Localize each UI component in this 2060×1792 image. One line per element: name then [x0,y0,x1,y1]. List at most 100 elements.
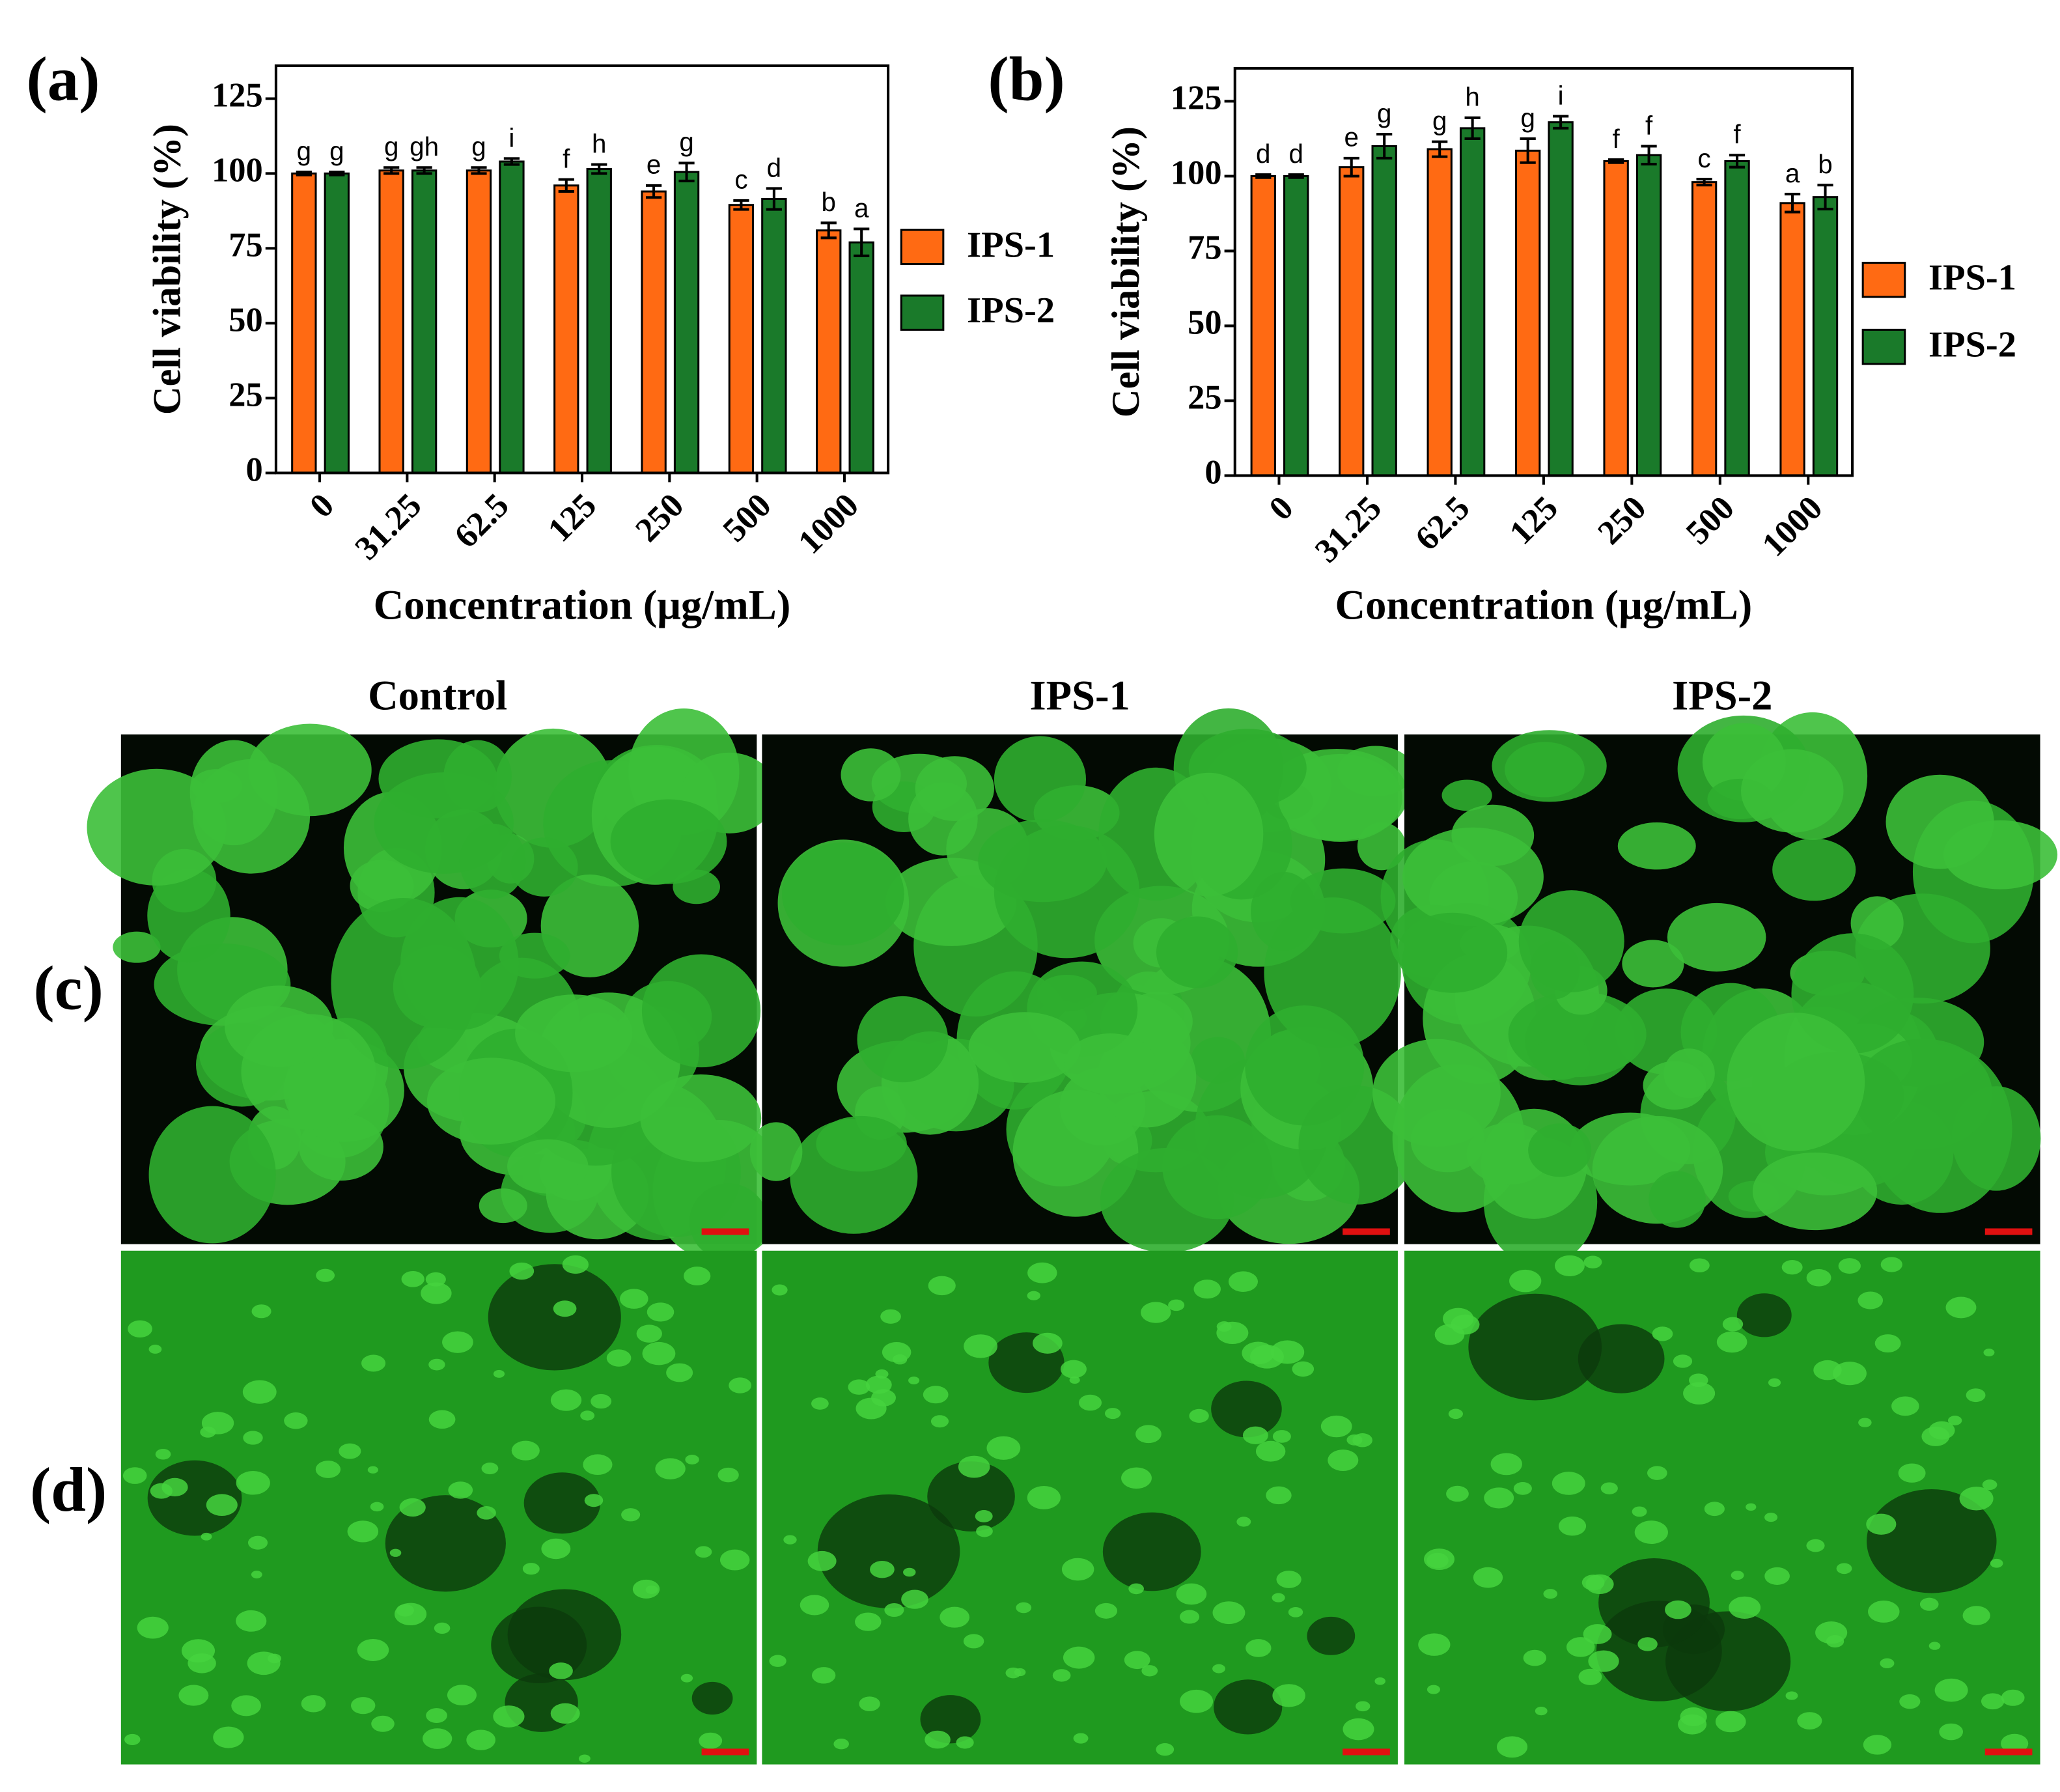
cell [357,1638,389,1661]
y-tick-label: 25 [229,376,262,413]
x-tick-label: 62.5 [447,486,516,555]
cell-cluster [1100,1147,1234,1253]
significance-letter: b [1818,149,1832,179]
cell-cluster [1663,1048,1715,1099]
cell [1141,1665,1158,1677]
cell [1731,1571,1744,1580]
cell [583,1454,613,1476]
bar [673,171,700,474]
error-bar [383,166,400,175]
cell [493,1705,525,1728]
cell [1880,1257,1902,1272]
cell-cluster [908,782,978,856]
cell [1990,1558,2003,1568]
cell [923,1386,949,1404]
cell [719,1549,750,1571]
y-tick-label: 100 [212,151,263,189]
cell [930,1415,949,1428]
cell [150,1483,173,1499]
cell-cluster [1533,1035,1590,1080]
significance-letter: g [1377,98,1391,128]
cell [1868,1601,1900,1623]
cell [477,1506,496,1520]
cell [1033,1332,1063,1354]
cell-cluster [1154,772,1264,897]
cell [1356,1701,1371,1712]
cell [772,1284,788,1296]
cell [1236,1517,1251,1527]
bar [586,168,612,474]
significance-letter: g [329,136,344,166]
error-bar [1520,137,1536,164]
cell [371,1715,395,1732]
cell [1513,1482,1532,1495]
cell [855,1612,882,1631]
significance-letter: d [767,152,781,182]
panel-label: (a) [27,44,100,113]
cell [1637,1637,1658,1651]
cell [1266,1486,1292,1505]
cell [1179,1610,1200,1624]
x-tick-label: 0 [1262,489,1301,528]
cell [1473,1567,1503,1588]
cell [1078,1394,1102,1411]
x-tick-label: 500 [1678,489,1742,552]
error-bar [1432,140,1448,158]
y-tick-label: 75 [1188,229,1221,266]
cell [242,1380,277,1404]
error-bar [471,166,487,175]
cell-cluster [510,837,578,897]
dark-gap [1736,1293,1792,1337]
cell [1523,1649,1546,1666]
cell [2001,1689,2025,1706]
cell [807,1550,837,1571]
cell [1947,1416,1962,1425]
cell [1959,1487,1994,1511]
dark-gap [488,1264,621,1371]
dark-gap [385,1495,506,1592]
significance-letter: c [1698,143,1711,173]
cell [1270,1340,1305,1364]
cell [1874,1334,1901,1353]
error-bar [1376,133,1393,160]
cell-cluster [978,819,1107,903]
cell [122,1467,147,1484]
x-tick-label: 62.5 [1408,489,1477,558]
cell [1216,1321,1232,1332]
significance-letter: g [1520,103,1535,133]
significance-letter: f [1733,119,1741,149]
significance-letter: g [679,127,693,157]
significance-letter: g [1432,105,1447,135]
bar [553,184,579,474]
cell [1781,1259,1803,1275]
cell [1600,1482,1618,1494]
cell-cluster [1397,912,1508,993]
significance-letter: a [854,193,869,223]
cell [251,1304,271,1319]
cell [1484,1487,1514,1509]
bar [1603,160,1629,477]
cell-cluster [1727,1013,1865,1151]
cell-cluster [610,799,727,884]
cell [1374,1677,1385,1685]
cell [1246,1639,1272,1657]
cell [1880,1658,1895,1669]
cell [236,1470,270,1495]
error-bar [820,221,837,240]
cell [1578,1668,1602,1685]
bar [1724,160,1750,477]
cell [442,1331,473,1353]
y-tick-label: 0 [1204,453,1221,491]
cell [1806,1539,1825,1552]
dark-gap [1598,1558,1710,1647]
cell [1898,1463,1926,1483]
column-title: IPS-2 [1672,672,1772,719]
cell [1176,1583,1207,1605]
bar [378,169,404,474]
error-bar [1784,193,1801,214]
cell [447,1685,477,1705]
cell [1193,1280,1221,1299]
bar [1548,121,1574,477]
cell [1073,1733,1089,1744]
cell [578,1754,591,1763]
